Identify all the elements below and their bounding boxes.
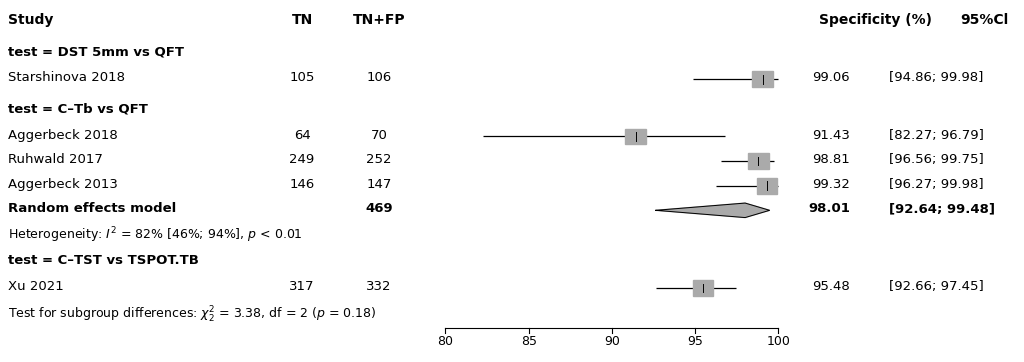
Text: 147: 147 — [367, 178, 391, 191]
Bar — [753, 71, 773, 87]
Text: 85: 85 — [520, 335, 537, 348]
Text: 100: 100 — [766, 335, 791, 348]
Text: test = DST 5mm vs QFT: test = DST 5mm vs QFT — [8, 45, 184, 58]
Text: [96.56; 99.75]: [96.56; 99.75] — [889, 153, 984, 166]
Text: [82.27; 96.79]: [82.27; 96.79] — [889, 129, 984, 142]
Text: 64: 64 — [294, 129, 310, 142]
Text: Random effects model: Random effects model — [8, 202, 176, 215]
Text: TN+FP: TN+FP — [352, 13, 406, 27]
Text: Heterogeneity: $I^2$ = 82% [46%; 94%], $p$ < 0.01: Heterogeneity: $I^2$ = 82% [46%; 94%], $… — [8, 226, 303, 245]
Polygon shape — [655, 203, 770, 218]
Text: Test for subgroup differences: $\chi^2_2$ = 3.38, df = 2 ($p$ = 0.18): Test for subgroup differences: $\chi^2_2… — [8, 305, 377, 325]
Text: Ruhwald 2017: Ruhwald 2017 — [8, 153, 103, 166]
Text: 95: 95 — [687, 335, 703, 348]
Text: test = C–Tb vs QFT: test = C–Tb vs QFT — [8, 102, 148, 115]
Text: TN: TN — [292, 13, 312, 27]
Text: [92.66; 97.45]: [92.66; 97.45] — [889, 280, 984, 293]
Text: 469: 469 — [366, 202, 392, 215]
Text: 80: 80 — [437, 335, 454, 348]
Text: 105: 105 — [290, 71, 314, 84]
Text: 98.01: 98.01 — [808, 202, 850, 215]
Bar — [626, 129, 646, 144]
Text: Specificity (%): Specificity (%) — [819, 13, 932, 27]
Bar — [749, 153, 769, 169]
Text: 146: 146 — [290, 178, 314, 191]
Text: Study: Study — [8, 13, 53, 27]
Text: [96.27; 99.98]: [96.27; 99.98] — [889, 178, 983, 191]
Text: Starshinova 2018: Starshinova 2018 — [8, 71, 125, 84]
Text: [92.64; 99.48]: [92.64; 99.48] — [889, 202, 995, 215]
Text: [94.86; 99.98]: [94.86; 99.98] — [889, 71, 983, 84]
Text: 98.81: 98.81 — [812, 153, 850, 166]
Text: 106: 106 — [367, 71, 391, 84]
Text: 95%Cl: 95%Cl — [961, 13, 1009, 27]
Text: Aggerbeck 2013: Aggerbeck 2013 — [8, 178, 118, 191]
Text: 317: 317 — [290, 280, 314, 293]
Text: 252: 252 — [367, 153, 391, 166]
Text: 70: 70 — [371, 129, 387, 142]
Text: Xu 2021: Xu 2021 — [8, 280, 63, 293]
Text: Aggerbeck 2018: Aggerbeck 2018 — [8, 129, 118, 142]
Bar — [757, 178, 777, 194]
Text: 249: 249 — [290, 153, 314, 166]
Text: 90: 90 — [604, 335, 620, 348]
Text: 91.43: 91.43 — [812, 129, 850, 142]
Text: test = C–TST vs TSPOT.TB: test = C–TST vs TSPOT.TB — [8, 254, 199, 267]
Text: 99.32: 99.32 — [812, 178, 850, 191]
Text: 99.06: 99.06 — [812, 71, 850, 84]
Text: 95.48: 95.48 — [812, 280, 850, 293]
Bar — [693, 280, 714, 296]
Text: 332: 332 — [367, 280, 391, 293]
